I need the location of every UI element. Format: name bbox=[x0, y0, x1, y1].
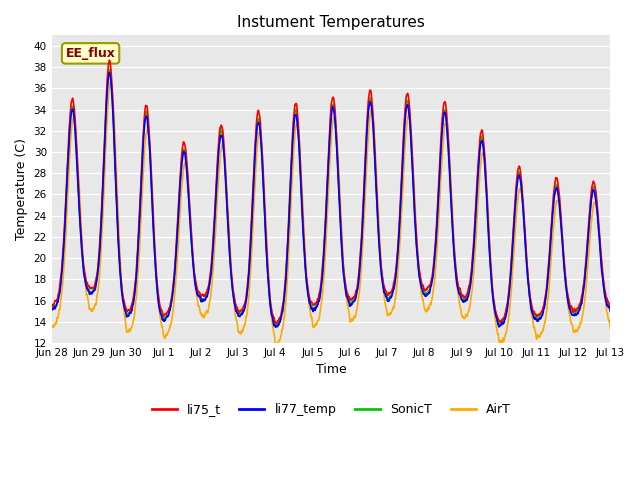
SonicT bbox=[48, 307, 56, 313]
li77_temp bbox=[48, 307, 56, 313]
AirT bbox=[106, 80, 114, 85]
li77_temp bbox=[272, 324, 280, 330]
li75_t bbox=[287, 175, 294, 180]
AirT bbox=[287, 212, 294, 217]
SonicT bbox=[262, 241, 270, 247]
SonicT bbox=[287, 180, 294, 186]
Legend: li75_t, li77_temp, SonicT, AirT: li75_t, li77_temp, SonicT, AirT bbox=[147, 398, 515, 421]
AirT bbox=[536, 334, 543, 340]
AirT bbox=[112, 150, 120, 156]
Line: li77_temp: li77_temp bbox=[52, 72, 611, 327]
li75_t bbox=[112, 168, 120, 173]
AirT bbox=[262, 224, 270, 229]
li75_t bbox=[106, 58, 113, 63]
li75_t bbox=[273, 321, 280, 326]
Text: EE_flux: EE_flux bbox=[66, 47, 115, 60]
li75_t bbox=[607, 304, 614, 310]
X-axis label: Time: Time bbox=[316, 363, 346, 376]
AirT bbox=[145, 133, 152, 139]
SonicT bbox=[112, 173, 120, 179]
li75_t bbox=[596, 236, 604, 242]
Line: SonicT: SonicT bbox=[52, 70, 611, 327]
li77_temp bbox=[262, 244, 270, 250]
li75_t bbox=[48, 303, 56, 309]
AirT bbox=[607, 326, 614, 332]
li77_temp bbox=[106, 70, 113, 75]
li77_temp bbox=[536, 315, 543, 321]
AirT bbox=[596, 239, 604, 245]
SonicT bbox=[106, 67, 114, 72]
SonicT bbox=[607, 308, 614, 313]
Line: li75_t: li75_t bbox=[52, 60, 611, 324]
Title: Instument Temperatures: Instument Temperatures bbox=[237, 15, 425, 30]
SonicT bbox=[272, 324, 280, 330]
li75_t bbox=[536, 311, 543, 317]
li75_t bbox=[145, 123, 152, 129]
AirT bbox=[48, 323, 56, 329]
SonicT bbox=[596, 240, 604, 246]
li77_temp bbox=[596, 242, 604, 248]
AirT bbox=[273, 343, 280, 349]
SonicT bbox=[536, 314, 543, 320]
SonicT bbox=[145, 129, 152, 134]
li77_temp bbox=[145, 133, 152, 139]
li77_temp bbox=[607, 309, 614, 314]
li77_temp bbox=[287, 183, 294, 189]
li75_t bbox=[262, 235, 270, 240]
Line: AirT: AirT bbox=[52, 83, 611, 346]
Y-axis label: Temperature (C): Temperature (C) bbox=[15, 138, 28, 240]
li77_temp bbox=[112, 177, 120, 182]
